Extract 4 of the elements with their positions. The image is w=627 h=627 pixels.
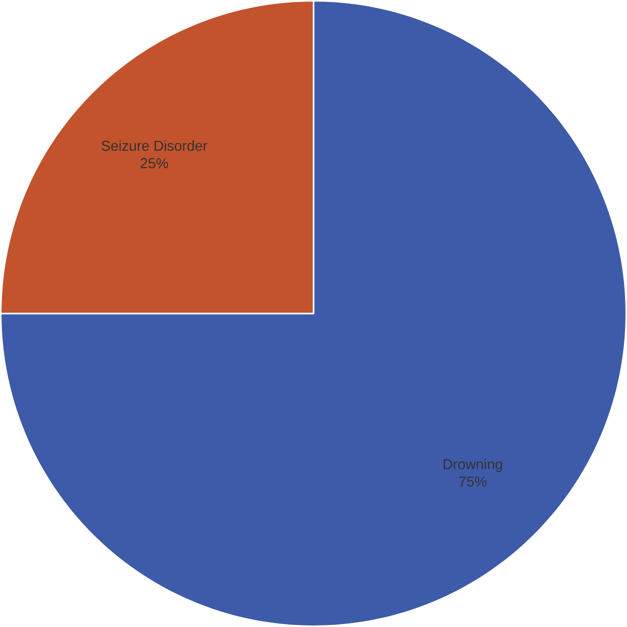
data-label: 25% [140,158,168,168]
slice-label: Seizure Disorder [102,140,208,151]
data-label: 75% [459,476,487,487]
slice-label: Drowning [444,458,502,472]
